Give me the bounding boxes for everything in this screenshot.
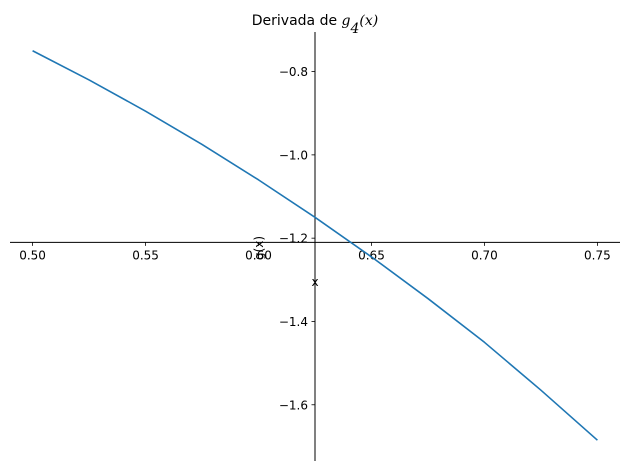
ticks-layer: 0.50 0.55 0.60 0.65 0.70 0.75−0.8−1.0−1.2−1.4…	[19, 65, 611, 412]
y-tick-label: −1.4	[279, 315, 308, 329]
x-tick-label: 0.55	[132, 248, 159, 262]
y-tick-label: −1.0	[279, 148, 308, 162]
chart-title-math-sub: 4	[350, 21, 360, 37]
chart-title: Derivada de g4(x)	[252, 13, 379, 37]
series-layer	[32, 50, 598, 441]
x-tick-label: 0.70	[471, 248, 498, 262]
x-axis-label: x	[311, 275, 318, 289]
y-axis-label: g(x)	[252, 236, 266, 260]
y-tick-label: −1.6	[279, 398, 308, 412]
y-tick-label: −0.8	[279, 65, 308, 79]
series-line	[32, 50, 598, 441]
chart-title-math-arg: (x)	[359, 13, 378, 29]
x-tick-label: 0.50	[19, 248, 46, 262]
y-tick-label: −1.2	[279, 232, 308, 246]
x-tick-label: 0.60	[245, 248, 272, 262]
x-tick-label: 0.75	[584, 248, 611, 262]
chart-title-text: Derivada de	[252, 13, 342, 29]
chart-title-math: g	[342, 13, 351, 29]
